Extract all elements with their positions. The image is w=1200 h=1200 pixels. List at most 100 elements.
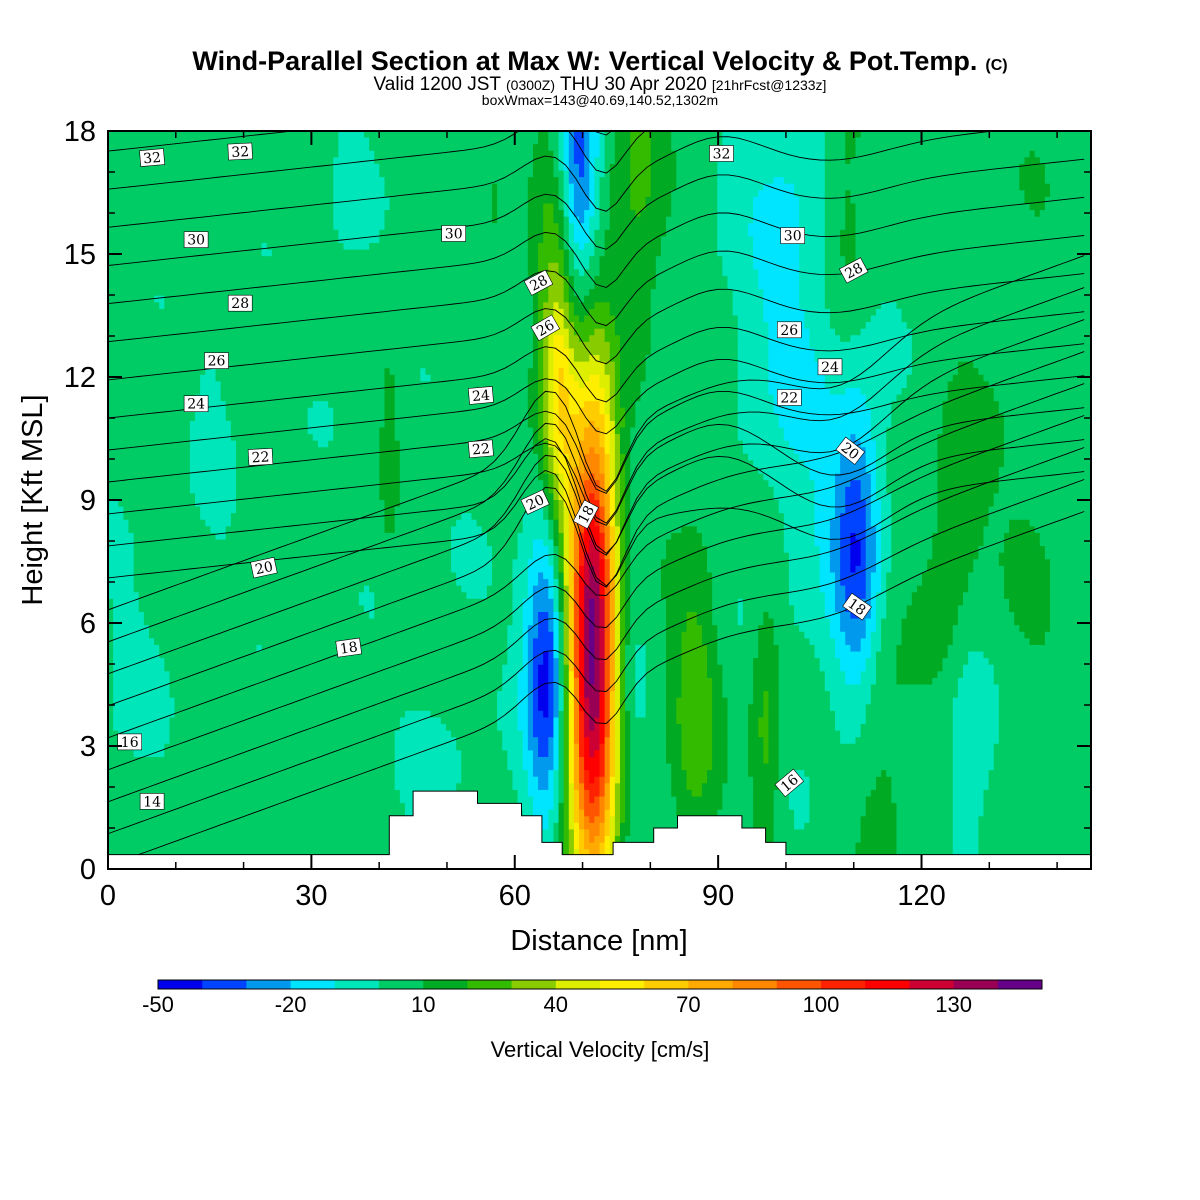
w-cell <box>687 236 693 243</box>
w-cell <box>896 131 902 138</box>
w-cell <box>656 289 662 296</box>
w-cell <box>799 276 805 283</box>
w-cell <box>953 223 959 230</box>
w-cell <box>615 184 621 191</box>
w-cell <box>912 236 918 243</box>
w-cell <box>866 197 872 204</box>
w-cell <box>1019 210 1025 217</box>
w-cell <box>943 157 949 164</box>
w-cell <box>661 177 667 184</box>
w-cell <box>313 210 319 217</box>
w-cell <box>825 250 831 257</box>
w-cell <box>594 184 600 191</box>
w-cell <box>354 217 360 224</box>
w-cell <box>958 171 964 178</box>
w-cell <box>528 184 534 191</box>
w-cell <box>866 296 872 303</box>
w-cell <box>180 138 186 145</box>
w-cell <box>466 151 472 158</box>
w-cell <box>1040 289 1046 296</box>
w-cell <box>722 296 728 303</box>
w-cell <box>1076 243 1082 250</box>
w-cell <box>697 131 703 138</box>
w-cell <box>543 131 549 138</box>
w-cell <box>410 144 416 151</box>
w-cell <box>118 243 124 250</box>
w-cell <box>384 144 390 151</box>
w-cell <box>123 151 129 158</box>
w-cell <box>610 217 616 224</box>
w-cell <box>303 131 309 138</box>
w-cell <box>543 164 549 171</box>
w-cell <box>477 263 483 270</box>
w-cell <box>784 250 790 257</box>
w-cell <box>579 243 585 250</box>
w-cell <box>466 164 472 171</box>
w-cell <box>200 144 206 151</box>
w-cell <box>282 283 288 290</box>
w-cell <box>784 296 790 303</box>
w-cell <box>1035 131 1041 138</box>
w-cell <box>1004 250 1010 257</box>
w-cell <box>717 217 723 224</box>
w-cell <box>553 243 559 250</box>
w-cell <box>733 223 739 230</box>
w-cell <box>574 230 580 237</box>
w-cell <box>354 203 360 210</box>
w-cell <box>144 250 150 257</box>
w-cell <box>395 276 401 283</box>
w-cell <box>272 217 278 224</box>
w-cell <box>128 131 134 138</box>
w-cell <box>681 171 687 178</box>
w-cell <box>768 157 774 164</box>
w-cell <box>277 210 283 217</box>
w-cell <box>1014 296 1020 303</box>
w-cell <box>1071 210 1077 217</box>
w-cell <box>241 184 247 191</box>
w-cell <box>200 283 206 290</box>
w-cell <box>927 250 933 257</box>
w-cell <box>210 263 216 270</box>
w-cell <box>497 243 503 250</box>
w-cell <box>333 296 339 303</box>
w-cell <box>425 223 431 230</box>
w-cell <box>564 250 570 257</box>
w-cell <box>512 197 518 204</box>
w-cell <box>436 289 442 296</box>
w-cell <box>881 157 887 164</box>
w-cell <box>768 177 774 184</box>
w-cell <box>175 151 181 158</box>
w-cell <box>646 250 652 257</box>
w-cell <box>953 210 959 217</box>
w-cell <box>922 164 928 171</box>
w-cell <box>502 283 508 290</box>
w-cell <box>195 171 201 178</box>
w-cell <box>169 171 175 178</box>
w-cell <box>743 296 749 303</box>
w-cell <box>446 138 452 145</box>
w-cell <box>594 171 600 178</box>
w-cell <box>297 157 303 164</box>
w-cell <box>1035 144 1041 151</box>
w-cell <box>876 203 882 210</box>
w-cell <box>605 296 611 303</box>
w-cell <box>830 243 836 250</box>
w-cell <box>768 203 774 210</box>
w-cell <box>768 131 774 138</box>
w-cell <box>968 250 974 257</box>
w-cell <box>661 197 667 204</box>
w-cell <box>410 171 416 178</box>
w-cell <box>1035 171 1041 178</box>
w-cell <box>1076 151 1082 158</box>
w-cell <box>963 263 969 270</box>
w-cell <box>1060 203 1066 210</box>
w-cell <box>692 171 698 178</box>
w-cell <box>512 289 518 296</box>
w-cell <box>1009 210 1015 217</box>
w-cell <box>989 243 995 250</box>
w-cell <box>436 144 442 151</box>
w-cell <box>712 184 718 191</box>
w-cell <box>579 157 585 164</box>
w-cell <box>548 131 554 138</box>
w-cell <box>768 276 774 283</box>
